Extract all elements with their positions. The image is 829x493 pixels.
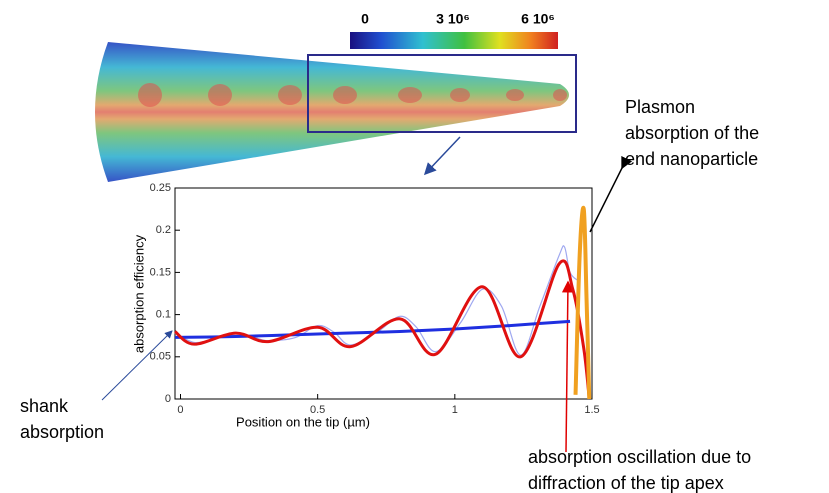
y-tick-label: 0: [165, 393, 171, 405]
annotation: absorption oscillation due to: [528, 447, 751, 467]
x-tick-label: 1: [452, 404, 458, 416]
colorbar-label: 6 10⁶: [521, 11, 555, 27]
tip-hotspots: [138, 83, 567, 107]
series-line: [174, 259, 591, 400]
annotation: shank: [20, 396, 69, 416]
annotation: diffraction of the tip apex: [528, 473, 724, 493]
x-tick-label: 0: [177, 404, 183, 416]
shank-arrow: [101, 330, 173, 401]
y-tick-label: 0.2: [156, 224, 171, 236]
x-tick-label: 1.5: [584, 404, 599, 416]
annotation: absorption of the: [625, 123, 759, 143]
y-axis-label: absorption efficiency: [131, 234, 146, 353]
y-tick-label: 0.05: [150, 351, 171, 363]
series-line: [174, 245, 579, 356]
annotation: absorption: [20, 422, 104, 442]
plasmon-pointer: [589, 159, 627, 233]
x-axis-label: Position on the tip (µm): [236, 414, 370, 429]
y-tick-label: 0.1: [156, 309, 171, 321]
y-tick-label: 0.25: [150, 182, 171, 194]
colorbar-label: 3 10⁶: [436, 11, 470, 27]
annotation: end nanoparticle: [625, 149, 758, 169]
zoom-arrow: [423, 136, 461, 176]
oscillation-arrow: [561, 280, 574, 453]
colorbar-label: 0: [361, 11, 369, 27]
plot-frame: [174, 187, 593, 400]
annotation: Plasmon: [625, 97, 695, 117]
zoom-box: [307, 54, 577, 133]
x-tick-label: 0.5: [310, 404, 325, 416]
plasmon-arrowhead: [621, 155, 633, 170]
y-tick-label: 0.15: [150, 266, 171, 278]
annotations: Plasmon absorption of the end nanoparticle…: [20, 97, 759, 493]
tip-image: [95, 42, 569, 182]
colorbar: [350, 32, 558, 49]
series-line: [573, 205, 592, 400]
